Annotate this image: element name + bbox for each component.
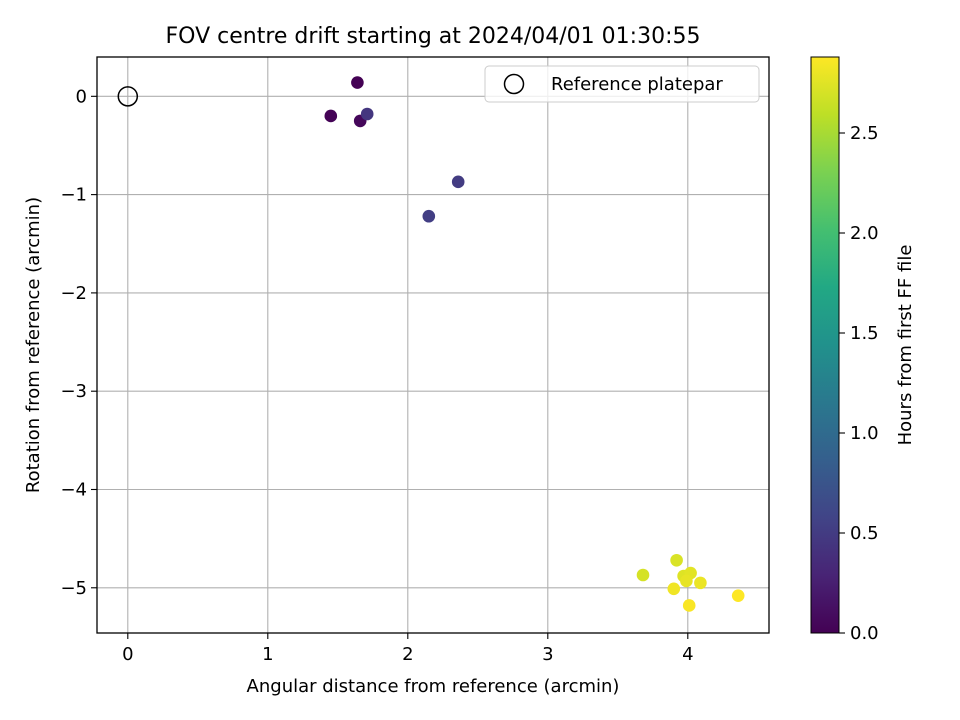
data-point	[422, 209, 436, 223]
legend-marker	[503, 73, 525, 95]
colorbar-label: Hours from first FF file	[895, 245, 916, 446]
x-tick-label: 2	[402, 644, 413, 665]
colorbar-tick-label: 1.0	[850, 423, 879, 444]
chart-title: FOV centre drift starting at 2024/04/01 …	[166, 24, 701, 49]
legend-box	[484, 65, 760, 103]
colorbar-gradient	[810, 56, 840, 634]
data-point	[670, 553, 683, 567]
y-tick-label: −4	[60, 479, 87, 500]
colorbar-tick-label: 2.5	[850, 123, 879, 144]
axis-ticks: 0 1 2 3 4 0 −1 −2 −3 −4 −5	[60, 86, 693, 665]
colorbar: 0.0 0.5 1.0 1.5 2.0 2.5 Hours from first FF f…	[810, 56, 916, 644]
y-tick-label: −1	[60, 185, 87, 206]
data-points	[117, 76, 745, 612]
colorbar-ticks: 0.0 0.5 1.0 1.5 2.0 2.5	[839, 123, 879, 644]
x-tick-label: 3	[542, 644, 553, 665]
x-tick-label: 1	[262, 644, 273, 665]
data-point	[667, 582, 681, 596]
reference-point-marker	[117, 86, 139, 107]
legend: Reference platepar	[484, 65, 760, 103]
y-axis-label: Rotation from reference (arcmin)	[23, 197, 44, 493]
data-point	[682, 599, 696, 612]
data-point	[680, 574, 693, 588]
colorbar-tick-label: 2.0	[850, 223, 879, 244]
x-tick-label: 4	[682, 644, 693, 665]
colorbar-tick-label: 0.5	[850, 523, 879, 544]
colorbar-tick-label: 1.5	[850, 323, 879, 344]
plot-frame	[96, 56, 770, 634]
data-point	[360, 107, 374, 121]
x-axis-label: Angular distance from reference (arcmin)	[247, 676, 620, 697]
legend-entry-label: Reference platepar	[551, 74, 723, 95]
data-point	[351, 76, 364, 89]
y-tick-label: −2	[60, 283, 87, 304]
data-point	[451, 175, 465, 189]
data-point	[324, 109, 338, 123]
data-point	[636, 568, 650, 582]
data-point	[731, 589, 745, 602]
x-tick-label: 0	[122, 644, 133, 665]
y-tick-label: −5	[60, 578, 87, 599]
colorbar-tick-label: 0.0	[850, 623, 879, 644]
grid-lines	[97, 57, 769, 633]
y-tick-label: 0	[76, 86, 87, 107]
y-tick-label: −3	[60, 381, 87, 402]
data-point	[694, 576, 707, 590]
